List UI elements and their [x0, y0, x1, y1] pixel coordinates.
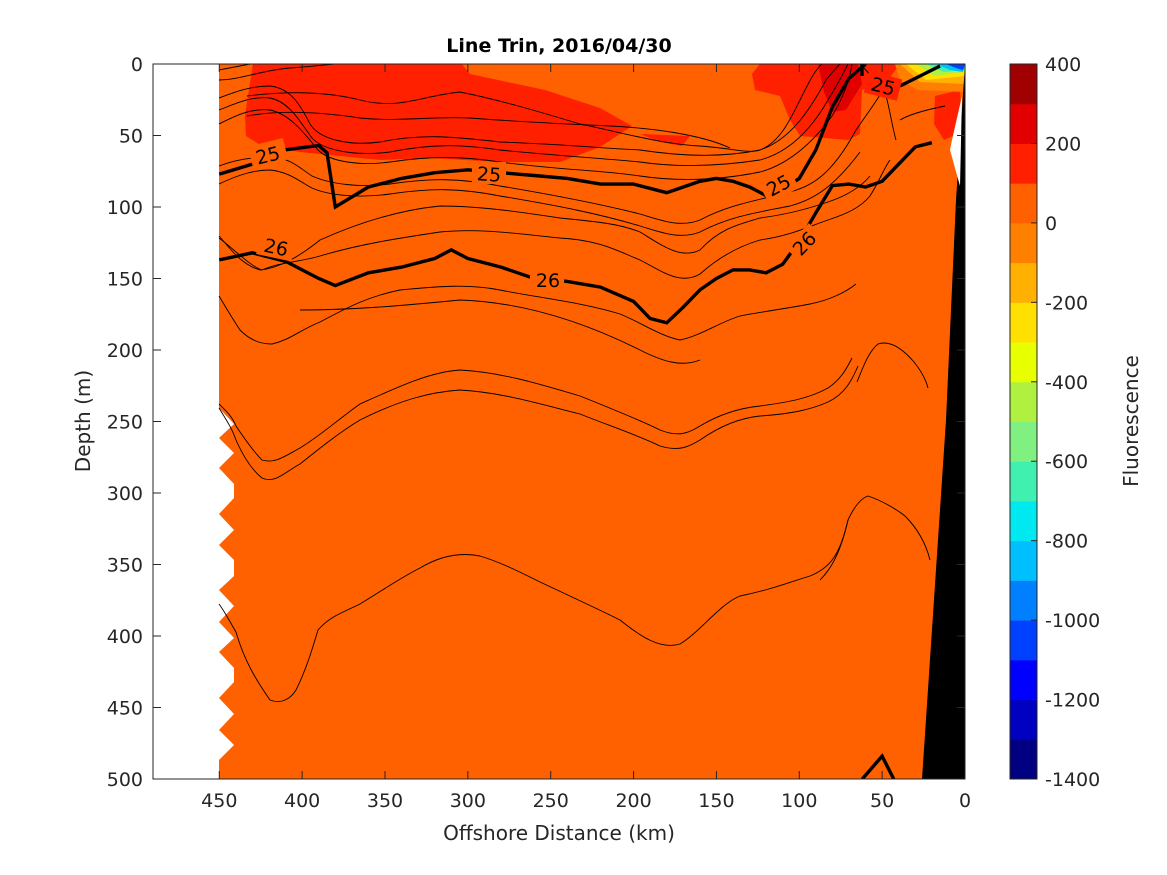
thin-contour: [218, 283, 857, 345]
colorbar-frame: [1009, 63, 1038, 780]
colorbar-segment: [1010, 302, 1037, 343]
colorbar-segment: [1010, 659, 1037, 701]
contour-labels: 25 25 25 25 26 26 26: [247, 71, 903, 292]
thin-contour: [218, 365, 859, 480]
colorbar-segment: [1010, 540, 1037, 581]
x-tick-label: 450: [201, 790, 237, 812]
y-tick-label: 500: [107, 769, 143, 791]
thin-contour: [218, 519, 849, 702]
x-tick-label: 100: [781, 790, 817, 812]
x-axis-label: Offshore Distance (km): [443, 821, 675, 845]
x-axis: 450 400 350 300 250 200 150 100 50 0: [201, 64, 971, 812]
colorbar-segment: [1010, 183, 1037, 224]
thin-contour: [218, 151, 861, 236]
colorbar-label: Fluorescence: [1119, 355, 1143, 487]
thin-contour: [246, 111, 731, 149]
thin-contour: [819, 495, 931, 581]
contour-label-26: 26: [262, 235, 290, 262]
y-tick-label: 300: [107, 483, 143, 505]
contour-label-25: 25: [476, 163, 502, 187]
thin-contour: [218, 175, 871, 271]
contour-line-26: [218, 141, 933, 325]
thin-contour: [218, 159, 891, 279]
y-tick-label: 150: [107, 269, 143, 291]
colorbar-segment: [1010, 381, 1037, 422]
y-tick-label: 450: [107, 698, 143, 720]
y-axis-label: Depth (m): [71, 370, 95, 472]
y-tick-label: 50: [119, 126, 143, 148]
x-tick-label: 350: [367, 790, 403, 812]
fluorescence-patch-high-west: [245, 64, 632, 162]
x-tick-label: 250: [533, 790, 569, 812]
y-tick-label: 0: [131, 54, 143, 76]
plot-area: 25 25 25 25 26 26 26: [153, 64, 965, 779]
thin-contour: [218, 85, 886, 224]
colorbar-tick-label: 0: [1045, 213, 1057, 235]
thin-contour: [218, 64, 849, 167]
x-tick-label: 300: [450, 790, 486, 812]
thin-contour: [299, 299, 701, 364]
colorbar-tick-label: -800: [1045, 531, 1088, 553]
chart-title: Line Trin, 2016/04/30: [446, 35, 671, 57]
bathymetry-gap: [950, 96, 962, 186]
x-tick-label: 200: [615, 790, 651, 812]
colorbar-segment: [1010, 262, 1037, 303]
y-axis: 0 50 100 150 200 250 300 350 400 450 500: [107, 54, 965, 791]
y-tick-label: 200: [107, 340, 143, 362]
colorbar-segment: [1010, 143, 1037, 184]
colorbar-segment: [1010, 222, 1037, 264]
contour-line-deep: [861, 753, 896, 779]
thin-contour: [899, 105, 946, 121]
colorbar-tick-label: -600: [1045, 451, 1088, 473]
colorbar-tick-label: -200: [1045, 292, 1088, 314]
fluorescence-patch-high-small: [640, 134, 690, 146]
colorbar-tick-label: -400: [1045, 372, 1088, 394]
colorbar-segment: [1010, 421, 1037, 462]
fluorescence-patch-high-east: [752, 64, 900, 140]
thin-contour: [218, 64, 841, 156]
thin-contour: [218, 357, 853, 462]
contour-label-26: 26: [536, 270, 560, 292]
nearshore-gradient-cluster: [895, 64, 965, 92]
colorbar-tick-label: -1400: [1045, 769, 1100, 791]
thin-contour: [218, 64, 853, 180]
colorbar-segment: [1010, 620, 1037, 661]
thin-contour: [218, 64, 336, 81]
y-tick-label: 100: [107, 197, 143, 219]
x-tick-label: 0: [959, 790, 971, 812]
colorbar-segment: [1010, 699, 1037, 740]
y-tick-label: 400: [107, 626, 143, 648]
colorbar-segment: [1010, 103, 1037, 144]
y-tick-label: 250: [107, 412, 143, 434]
colorbar-tick-label: 200: [1045, 133, 1081, 155]
colorbar-segment: [1010, 461, 1037, 502]
colorbar: 400 200 0 -200 -400 -600 -800 -1000 -1200 -1400: [1009, 54, 1100, 791]
x-tick-label: 400: [284, 790, 320, 812]
x-tick-label: 150: [698, 790, 734, 812]
bathymetry-wedge: [922, 64, 965, 779]
colorbar-segment: [1010, 739, 1037, 780]
fluorescence-fill-base: [219, 64, 965, 779]
colorbar-segment: [1010, 342, 1037, 383]
y-tick-label: 350: [107, 555, 143, 577]
colorbar-segment: [1010, 580, 1037, 621]
thin-contour: [246, 64, 823, 152]
colorbar-tick-label: -1200: [1045, 690, 1100, 712]
contour-line-25-nearshore: [860, 64, 941, 88]
x-tick-label: 50: [870, 790, 894, 812]
colorbar-tick-label: 400: [1045, 54, 1081, 76]
colorbar-segment: [1010, 500, 1037, 542]
colorbar-tick-label: -1000: [1045, 610, 1100, 632]
thin-contour: [856, 342, 929, 389]
colorbar-segment: [1010, 64, 1037, 105]
